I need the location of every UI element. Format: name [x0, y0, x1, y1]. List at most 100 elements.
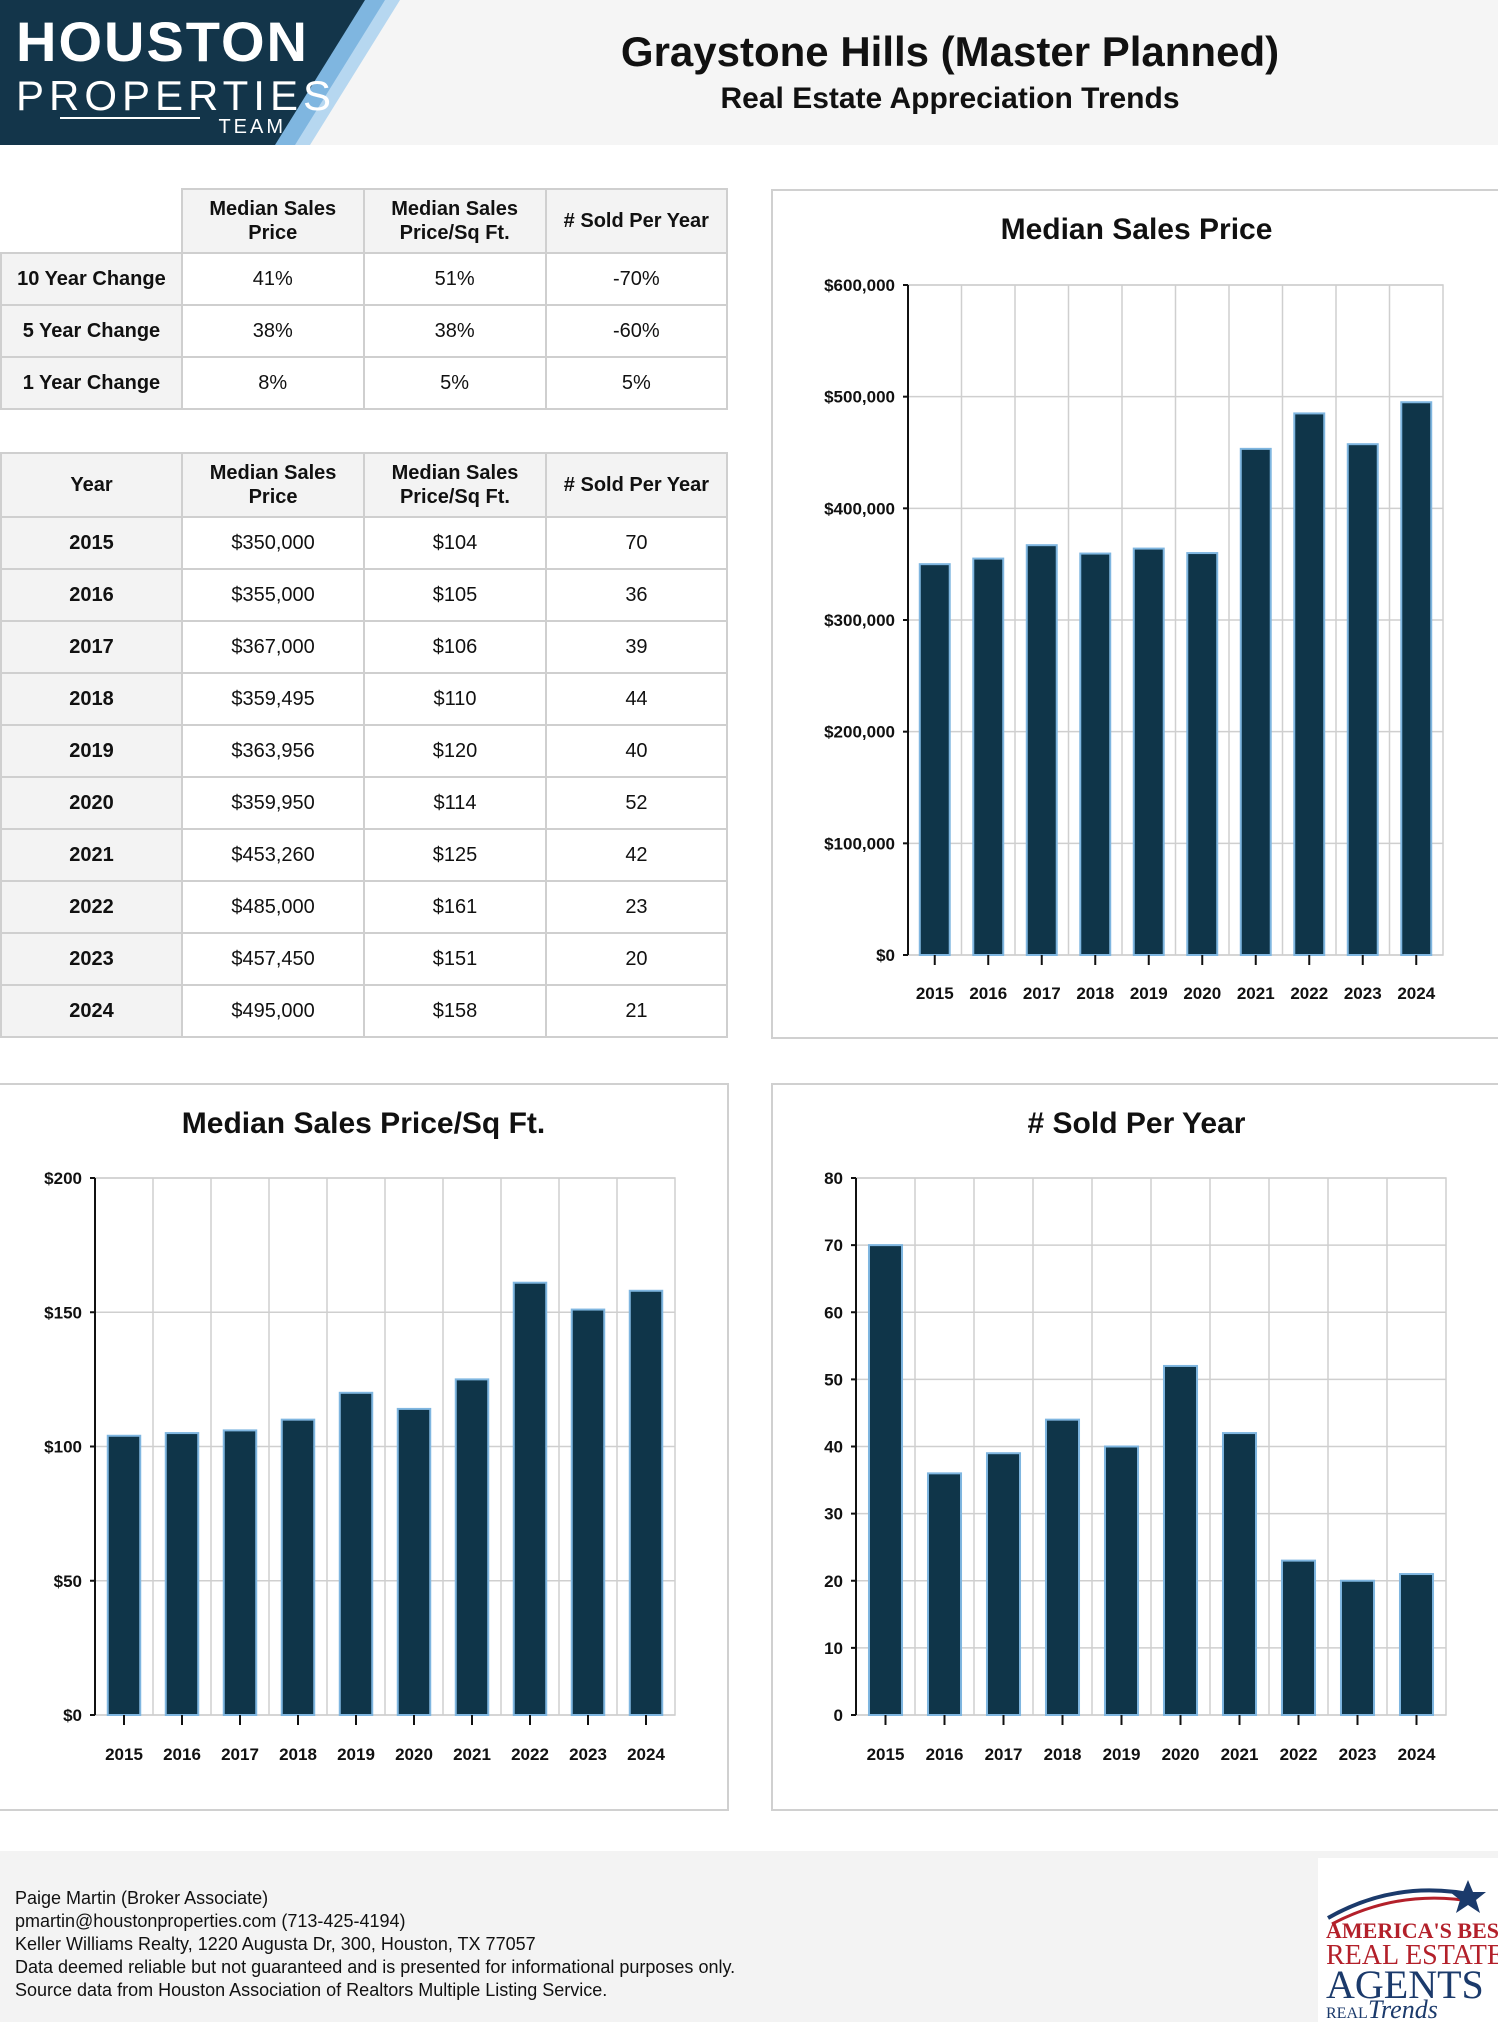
chart-title: # Sold Per Year [1028, 1107, 1246, 1140]
y-tick-label: 30 [824, 1505, 843, 1524]
row-label: 10 Year Change [0, 252, 183, 306]
y-tick-label: $600,000 [824, 276, 895, 295]
cell-sqft: $110 [363, 672, 547, 726]
bar-2024 [628, 1289, 664, 1717]
logo-line-houston: HOUSTON [16, 10, 309, 73]
badge-line-3: AGENTS [1326, 1962, 1484, 2007]
y-tick-label: $50 [54, 1572, 82, 1591]
sold-per-year-chart: # Sold Per Year 0 10 20 30 40 50 60 70 80 2015 2016… [771, 1083, 1498, 1811]
y-tick-label: 70 [824, 1236, 843, 1255]
bar-2019 [1132, 547, 1165, 956]
header-sold: # Sold Per Year [544, 452, 729, 518]
bar-2016 [164, 1432, 200, 1716]
year-table-header: Year Median Sales Price Median Sales Pri… [0, 452, 729, 518]
page-footer: Paige Martin (Broker Associate) pmartin@… [0, 1851, 1498, 2022]
bar-2018 [1044, 1418, 1081, 1716]
y-tick-label: 50 [824, 1370, 843, 1389]
table-row: 2022 $485,000 $161 23 [0, 880, 729, 934]
page-title: Graystone Hills (Master Planned) [620, 28, 1280, 75]
y-tick-label: 60 [824, 1303, 843, 1322]
badge-line-5: Trends [1368, 1995, 1438, 2022]
x-tick-label: 2023 [1344, 984, 1382, 1003]
bar-2018 [1079, 552, 1112, 956]
bar-2024 [1400, 401, 1433, 956]
cell-price: 38% [180, 304, 365, 358]
cell-sold: 5% [544, 356, 729, 410]
table-row: 2021 $453,260 $125 42 [0, 828, 729, 882]
x-tick-label: 2019 [1130, 984, 1168, 1003]
y-tick-label: 80 [824, 1169, 843, 1188]
x-tick-label: 2018 [279, 1745, 317, 1764]
cell-sold: 20 [544, 932, 729, 986]
bar-2017 [222, 1429, 258, 1716]
table-row: 2018 $359,495 $110 44 [0, 672, 729, 726]
cell-sold: 39 [544, 620, 729, 674]
bar-2019 [338, 1391, 374, 1716]
bar-2016 [972, 557, 1005, 956]
table-row: 5 Year Change 38% 38% -60% [0, 304, 729, 358]
logo-line-team: TEAM [218, 116, 286, 138]
x-tick-label: 2018 [1044, 1745, 1082, 1764]
y-tick-label: $500,000 [824, 388, 895, 407]
badge-swoosh-red [1331, 1896, 1477, 1926]
median-price-per-sqft-svg: Median Sales Price/Sq Ft. $0 $50 $100 $150 $2… [44, 1107, 676, 1764]
bar-2017 [1025, 544, 1058, 956]
x-tick-label: 2019 [337, 1745, 375, 1764]
chart-title: Median Sales Price/Sq Ft. [182, 1107, 545, 1140]
cell-sold: 40 [544, 724, 729, 778]
x-tick-label: 2019 [1103, 1745, 1141, 1764]
bar-2020 [1186, 552, 1219, 956]
bar-2015 [867, 1244, 904, 1716]
bar-2019 [1103, 1445, 1140, 1716]
year-table-body: 2015 $350,000 $104 70 2016 $355,000 $105 36 2017… [0, 516, 729, 1038]
badge-line-4: REAL [1326, 2005, 1368, 2022]
logo-divider [60, 117, 200, 119]
office-address: Keller Williams Realty, 1220 Augusta Dr,… [15, 1934, 536, 1954]
star-icon [1450, 1880, 1486, 1913]
row-label: 5 Year Change [0, 304, 183, 358]
bar-2023 [570, 1308, 606, 1716]
cell-sqft: $105 [363, 568, 547, 622]
median-sales-price-chart: Median Sales Price $0 $100,000 $200,000 $300… [771, 189, 1498, 1039]
bar-2022 [1293, 412, 1326, 956]
cell-sqft: $158 [363, 984, 547, 1038]
cell-price: $457,450 [181, 932, 366, 986]
median-price-per-sqft-chart: Median Sales Price/Sq Ft. $0 $50 $100 $150 $2… [0, 1083, 729, 1811]
badge-line-1: AMERICA'S BEST [1326, 1918, 1498, 1943]
x-tick-label: 2021 [1221, 1745, 1259, 1764]
cell-sqft: $125 [363, 828, 547, 882]
bar-2015 [918, 563, 951, 956]
y-tick-label: 20 [824, 1572, 843, 1591]
disclaimer: Data deemed reliable but not guaranteed … [15, 1957, 736, 1977]
table-row: 1 Year Change 8% 5% 5% [0, 356, 729, 410]
row-label: 2023 [0, 932, 184, 986]
change-table-header: Median Sales Price Median Sales Price/Sq… [1, 188, 729, 254]
y-tick-label: $150 [44, 1303, 82, 1322]
cell-sqft: $120 [363, 724, 547, 778]
cell-sqft: $114 [363, 776, 547, 830]
y-tick-label: $200,000 [824, 723, 895, 742]
x-tick-label: 2015 [105, 1745, 143, 1764]
table-row: 2015 $350,000 $104 70 [0, 516, 729, 570]
y-tick-label: 40 [824, 1438, 843, 1457]
cell-price: $359,950 [181, 776, 366, 830]
x-tick-label: 2016 [163, 1745, 201, 1764]
row-label: 2021 [0, 828, 184, 882]
y-tick-label: 10 [824, 1639, 843, 1658]
x-tick-label: 2015 [916, 984, 954, 1003]
cell-price: 8% [180, 356, 365, 410]
table-row: 2017 $367,000 $106 39 [0, 620, 729, 674]
cell-price: $495,000 [181, 984, 366, 1038]
agent-contact: pmartin@houstonproperties.com (713-425-4… [15, 1911, 406, 1931]
cell-sqft: 38% [362, 304, 547, 358]
header-median-price: Median Sales Price [180, 188, 365, 254]
page-header: HOUSTON PROPERTIES TEAM Graystone Hills … [0, 0, 1498, 145]
cell-price: $350,000 [181, 516, 366, 570]
bar-2023 [1339, 1579, 1376, 1716]
row-label: 2017 [0, 620, 184, 674]
x-tick-label: 2023 [569, 1745, 607, 1764]
header-sold: # Sold Per Year [544, 188, 729, 254]
cell-sqft: $161 [363, 880, 547, 934]
cell-price: $363,956 [181, 724, 366, 778]
x-tick-label: 2016 [969, 984, 1007, 1003]
